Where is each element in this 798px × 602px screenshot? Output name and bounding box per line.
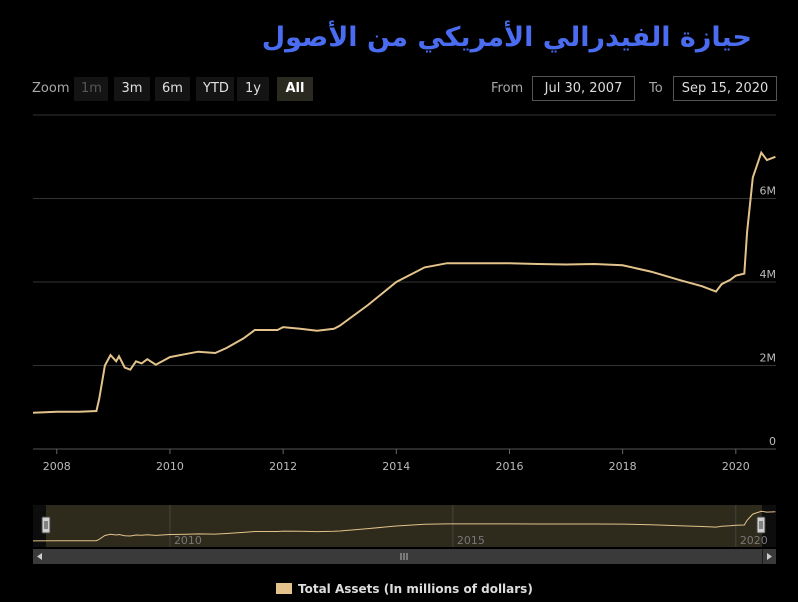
zoom-button-6m[interactable]: 6m — [155, 77, 190, 101]
scroll-left-arrow-icon — [37, 553, 42, 560]
scroll-right-arrow-icon — [767, 553, 772, 560]
zoom-button-3m[interactable]: 3m — [114, 77, 150, 101]
y-tick-label: 6M — [760, 185, 777, 198]
chart-title: حيازة الفيدرالي الأمريكي من الأصول — [261, 22, 752, 53]
to-label: To — [649, 81, 663, 96]
x-tick-label: 2012 — [269, 460, 297, 473]
x-tick-label: 2008 — [43, 460, 71, 473]
navigator-tick-label: 2015 — [457, 534, 485, 547]
x-tick-label: 2020 — [722, 460, 750, 473]
zoom-button-1m[interactable]: 1m — [74, 77, 108, 101]
legend-swatch — [276, 583, 292, 594]
navigator-tick-label: 2010 — [174, 534, 202, 547]
series-line-total-assets — [32, 150, 776, 414]
y-axis-labels: 0 2M 4M 6M — [760, 185, 777, 449]
legend-item-total-assets[interactable]: Total Assets (In millions of dollars) — [276, 582, 533, 596]
navigator-right-handle[interactable] — [756, 516, 766, 534]
from-label: From — [491, 81, 524, 96]
zoom-button-ytd[interactable]: YTD — [196, 77, 234, 101]
x-tick-label: 2014 — [382, 460, 410, 473]
to-date-input[interactable]: Sep 15, 2020 — [673, 76, 777, 101]
zoom-label: Zoom — [32, 81, 70, 96]
scrollbar-grip-icon — [400, 553, 408, 560]
navigator-left-handle[interactable] — [41, 516, 51, 534]
x-tick-label: 2018 — [609, 460, 637, 473]
navigator-axis-labels: 2010 2015 2020 — [169, 505, 768, 547]
x-axis-labels: 2008 2010 2012 2014 2016 2018 2020 — [33, 448, 776, 473]
navigator-tick-label: 2020 — [740, 534, 768, 547]
x-tick-label: 2010 — [156, 460, 184, 473]
x-tick-label: 2016 — [495, 460, 523, 473]
grid-lines — [33, 114, 776, 450]
y-tick-label: 0 — [769, 435, 776, 448]
y-tick-label: 2M — [760, 352, 777, 365]
legend-label: Total Assets (In millions of dollars) — [298, 582, 533, 596]
zoom-button-all[interactable]: All — [277, 77, 313, 101]
zoom-button-1y[interactable]: 1y — [237, 77, 269, 101]
y-tick-label: 4M — [760, 268, 777, 281]
from-date-input[interactable]: Jul 30, 2007 — [532, 76, 635, 101]
navigator-series-line — [32, 510, 776, 542]
